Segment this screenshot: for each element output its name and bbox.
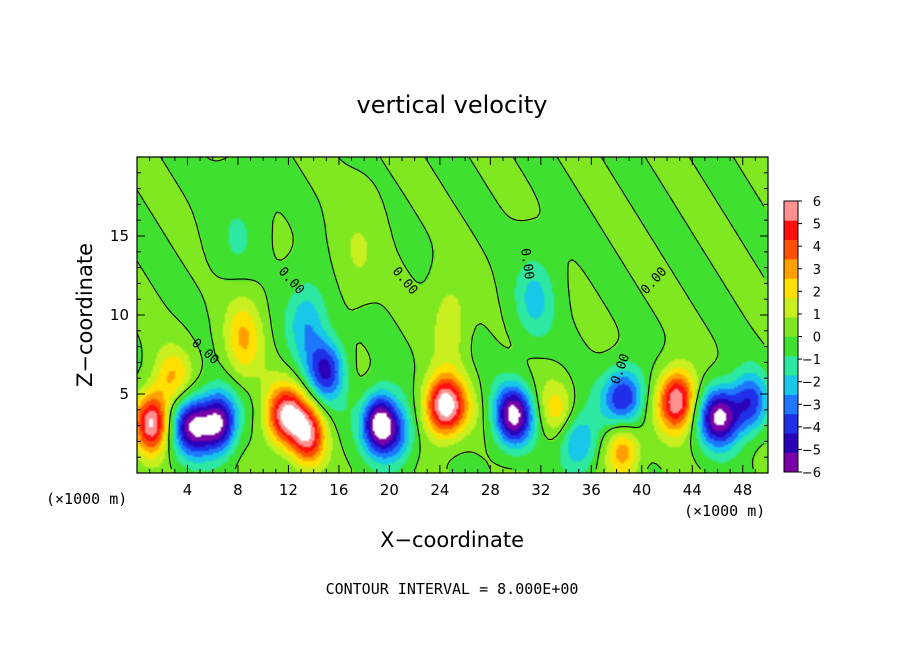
colorbar-tick-label: 5 [813,218,821,233]
x-tick-label: 16 [329,481,348,499]
y-tick-label: 15 [110,227,129,245]
x-tick-label: 12 [279,481,298,499]
colorbar-swatch [784,433,798,453]
x-axis-ticks: 4 8 12 16 20 24 28 32 36 40 44 48 [149,157,756,499]
x-tick-label: 28 [481,481,500,499]
colorbar-swatch [784,220,798,241]
colorbar-tick-label: 1 [813,308,821,323]
colorbar-swatch [784,317,798,337]
x-axis-label: X−coordinate [380,528,524,552]
x-tick-label: 24 [430,481,449,499]
x-unit-left: (×1000 m) [46,490,127,508]
colorbar-swatch [784,452,798,473]
x-unit-right: (×1000 m) [684,502,765,520]
x-tick-label: 36 [582,481,601,499]
y-tick-label: 10 [110,306,129,324]
colorbar-tick-label: 2 [813,285,821,300]
x-tick-label: 48 [733,481,752,499]
colorbar-tick-label: −6 [802,466,821,481]
colorbar: 6 5 4 3 2 1 0 −1 −2 −3 −4 −5 −6 [783,195,821,481]
colorbar-tick-label: −1 [802,353,821,368]
y-tick-label: 5 [119,385,129,403]
colorbar-tick-label: 0 [813,331,821,346]
colorbar-swatch [784,375,798,395]
y-axis-label: Z−coordinate [73,243,97,387]
colorbar-swatch [784,413,798,434]
colorbar-swatch [784,278,798,299]
colorbar-tick-label: −3 [802,398,821,413]
heatmap-field [137,157,768,473]
colorbar-tick-label: 6 [813,195,821,210]
colorbar-tick-label: 4 [813,240,821,255]
x-tick-label: 32 [531,481,550,499]
colorbar-swatch [784,355,798,376]
contour-label: 0.00 [517,247,536,280]
y-axis-ticks: 5 10 15 [110,172,768,458]
plot-area: 0.00 0.000.000.000.00 0.00 [136,156,769,474]
chart-title: vertical velocity [357,91,548,119]
x-tick-label: 20 [380,481,399,499]
x-tick-label: 44 [683,481,702,499]
contour-interval-footer: CONTOUR INTERVAL = 8.000E+00 [326,580,579,598]
x-tick-label: 8 [233,481,243,499]
colorbar-swatch [784,259,798,279]
colorbar-swatch [784,394,798,415]
x-tick-label: 40 [632,481,651,499]
colorbar-swatch [784,336,798,357]
x-tick-label: 4 [183,481,193,499]
colorbar-tick-label: −4 [802,421,821,436]
colorbar-swatch [784,297,798,318]
colorbar-tick-label: −2 [802,376,821,391]
colorbar-swatch [784,201,798,221]
colorbar-swatch [784,239,798,260]
colorbar-tick-label: 3 [813,263,821,278]
colorbar-tick-label: −5 [802,443,821,458]
